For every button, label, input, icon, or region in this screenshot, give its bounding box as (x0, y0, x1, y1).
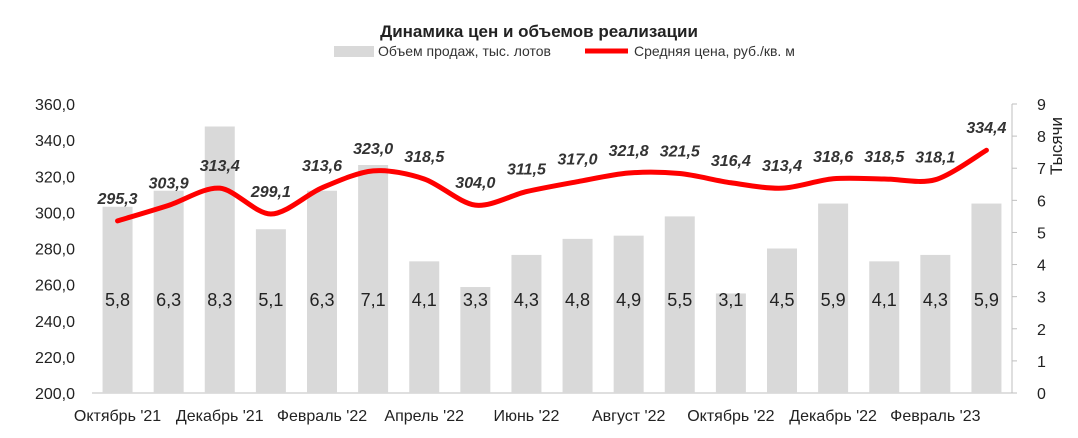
y-left-tick-label: 200,0 (35, 386, 75, 403)
y-right-tick-label: 8 (1037, 129, 1046, 146)
y-left-tick-label: 260,0 (35, 278, 75, 295)
x-tick-label: Декабрь '22 (789, 408, 877, 425)
y-right-tick-label: 4 (1037, 258, 1046, 275)
legend: Объем продаж, тыс. лотов Средняя цена, р… (334, 43, 795, 59)
price-line (115, 147, 989, 224)
price-value-label: 334,4 (966, 120, 1006, 137)
bar-value-label: 3,3 (463, 290, 488, 310)
x-tick-label: Декабрь '21 (176, 408, 264, 425)
y-left-tick-label: 220,0 (35, 350, 75, 367)
bar-value-label: 7,1 (361, 290, 386, 310)
bar-value-label: 4,1 (412, 290, 437, 310)
bar-value-label: 6,3 (309, 290, 334, 310)
bar-labels: 5,8 6,3 8,3 5,1 6,3 7,1 4,1 3,3 4,3 4,8 4,9 5,5 3,1 4… (105, 290, 999, 310)
x-tick-label: Октябрь '22 (687, 408, 774, 425)
price-value-label: 318,5 (404, 149, 445, 166)
price-value-label: 318,1 (915, 150, 955, 167)
price-value-label: 318,5 (864, 149, 905, 166)
bar-volume (409, 261, 440, 393)
bar-volume (307, 190, 337, 393)
bar-value-label: 5,9 (821, 290, 846, 310)
bar-value-label: 5,9 (974, 290, 999, 310)
bar-volume (869, 261, 900, 393)
y-right-tick-label: 0 (1037, 386, 1046, 403)
y-right-tick-label: 1 (1037, 354, 1046, 371)
y-right-tick-label: 6 (1037, 193, 1046, 210)
price-value-label: 316,4 (711, 153, 751, 170)
bar-value-label: 5,8 (105, 290, 130, 310)
bar-volume (255, 229, 286, 393)
y-left-tick-label: 340,0 (35, 133, 75, 150)
y-right-tick-label: 9 (1037, 97, 1046, 114)
bar-volume (613, 235, 644, 393)
bar-value-label: 4,3 (923, 290, 948, 310)
price-line-layer (115, 147, 989, 224)
bar-volume (971, 203, 1002, 393)
y-right-tick-label: 3 (1037, 290, 1046, 307)
y-left-tick-label: 280,0 (35, 242, 75, 259)
bar-value-label: 4,5 (769, 290, 794, 310)
bar-volume (767, 248, 797, 393)
bar-value-label: 3,1 (718, 290, 743, 310)
price-value-label: 317,0 (558, 152, 598, 169)
x-tick-label: Август '22 (592, 408, 666, 425)
bar-value-label: 4,9 (616, 290, 641, 310)
x-tick-label: Июнь '22 (493, 408, 559, 425)
bar-volume (358, 165, 389, 393)
chart-title: Динамика цен и объемов реализации (380, 22, 698, 41)
x-tick-label: Октябрь '21 (74, 408, 161, 425)
x-tick-label: Февраль '22 (277, 408, 367, 425)
bar-volume (818, 203, 849, 393)
bar-value-label: 8,3 (207, 290, 232, 310)
price-labels: 295,3 303,9 313,4 299,1 313,6 323,0 318,5 304,0… (97, 120, 1007, 208)
bar-volume (460, 287, 491, 393)
bar-volume (153, 190, 184, 393)
bar-volume (562, 238, 593, 393)
y-right-tick-label: 5 (1037, 225, 1046, 242)
y-left-tick-label: 300,0 (35, 205, 75, 222)
price-value-label: 299,1 (250, 184, 291, 201)
y-left-tick-label: 320,0 (35, 169, 75, 186)
bar-volume (920, 254, 951, 393)
legend-swatch-volume (334, 46, 374, 57)
legend-label-volume: Объем продаж, тыс. лотов (378, 43, 551, 59)
y-left-tick-label: 360,0 (35, 97, 75, 114)
bars (102, 126, 1002, 393)
bar-value-label: 5,1 (258, 290, 283, 310)
price-value-label: 304,0 (455, 175, 495, 192)
price-value-label: 321,5 (660, 144, 701, 161)
x-tick-label: Февраль '23 (890, 408, 980, 425)
y-left-tick-label: 240,0 (35, 314, 75, 331)
bar-value-label: 5,5 (667, 290, 692, 310)
x-tick-label: Апрель '22 (384, 408, 464, 425)
price-value-label: 311,5 (507, 162, 547, 179)
bar-value-label: 6,3 (156, 290, 181, 310)
price-value-label: 313,6 (302, 158, 342, 175)
bar-volume (715, 293, 746, 393)
price-value-label: 303,9 (149, 175, 189, 192)
price-value-label: 295,3 (97, 191, 138, 208)
bar-value-label: 4,1 (872, 290, 897, 310)
price-value-label: 318,6 (813, 149, 853, 166)
price-value-label: 321,8 (609, 143, 649, 160)
axes: 200,0 220,0 240,0 260,0 280,0 300,0 320,0 340,0… (35, 97, 1046, 425)
price-value-label: 313,4 (762, 158, 802, 175)
y-right-tick-label: 7 (1037, 161, 1046, 178)
bar-value-label: 4,8 (565, 290, 590, 310)
y-right-tick-label: 2 (1037, 322, 1046, 339)
legend-label-price: Средняя цена, руб./кв. м (634, 43, 795, 59)
price-value-label: 323,0 (353, 141, 393, 158)
price-value-label: 313,4 (200, 158, 240, 175)
y-right-axis-title: Тысячи (1047, 117, 1066, 175)
bar-volume (664, 216, 695, 393)
bar-volume (102, 206, 133, 393)
bar-value-label: 4,3 (514, 290, 539, 310)
bar-volume (511, 254, 542, 393)
bar-volume (204, 126, 235, 393)
